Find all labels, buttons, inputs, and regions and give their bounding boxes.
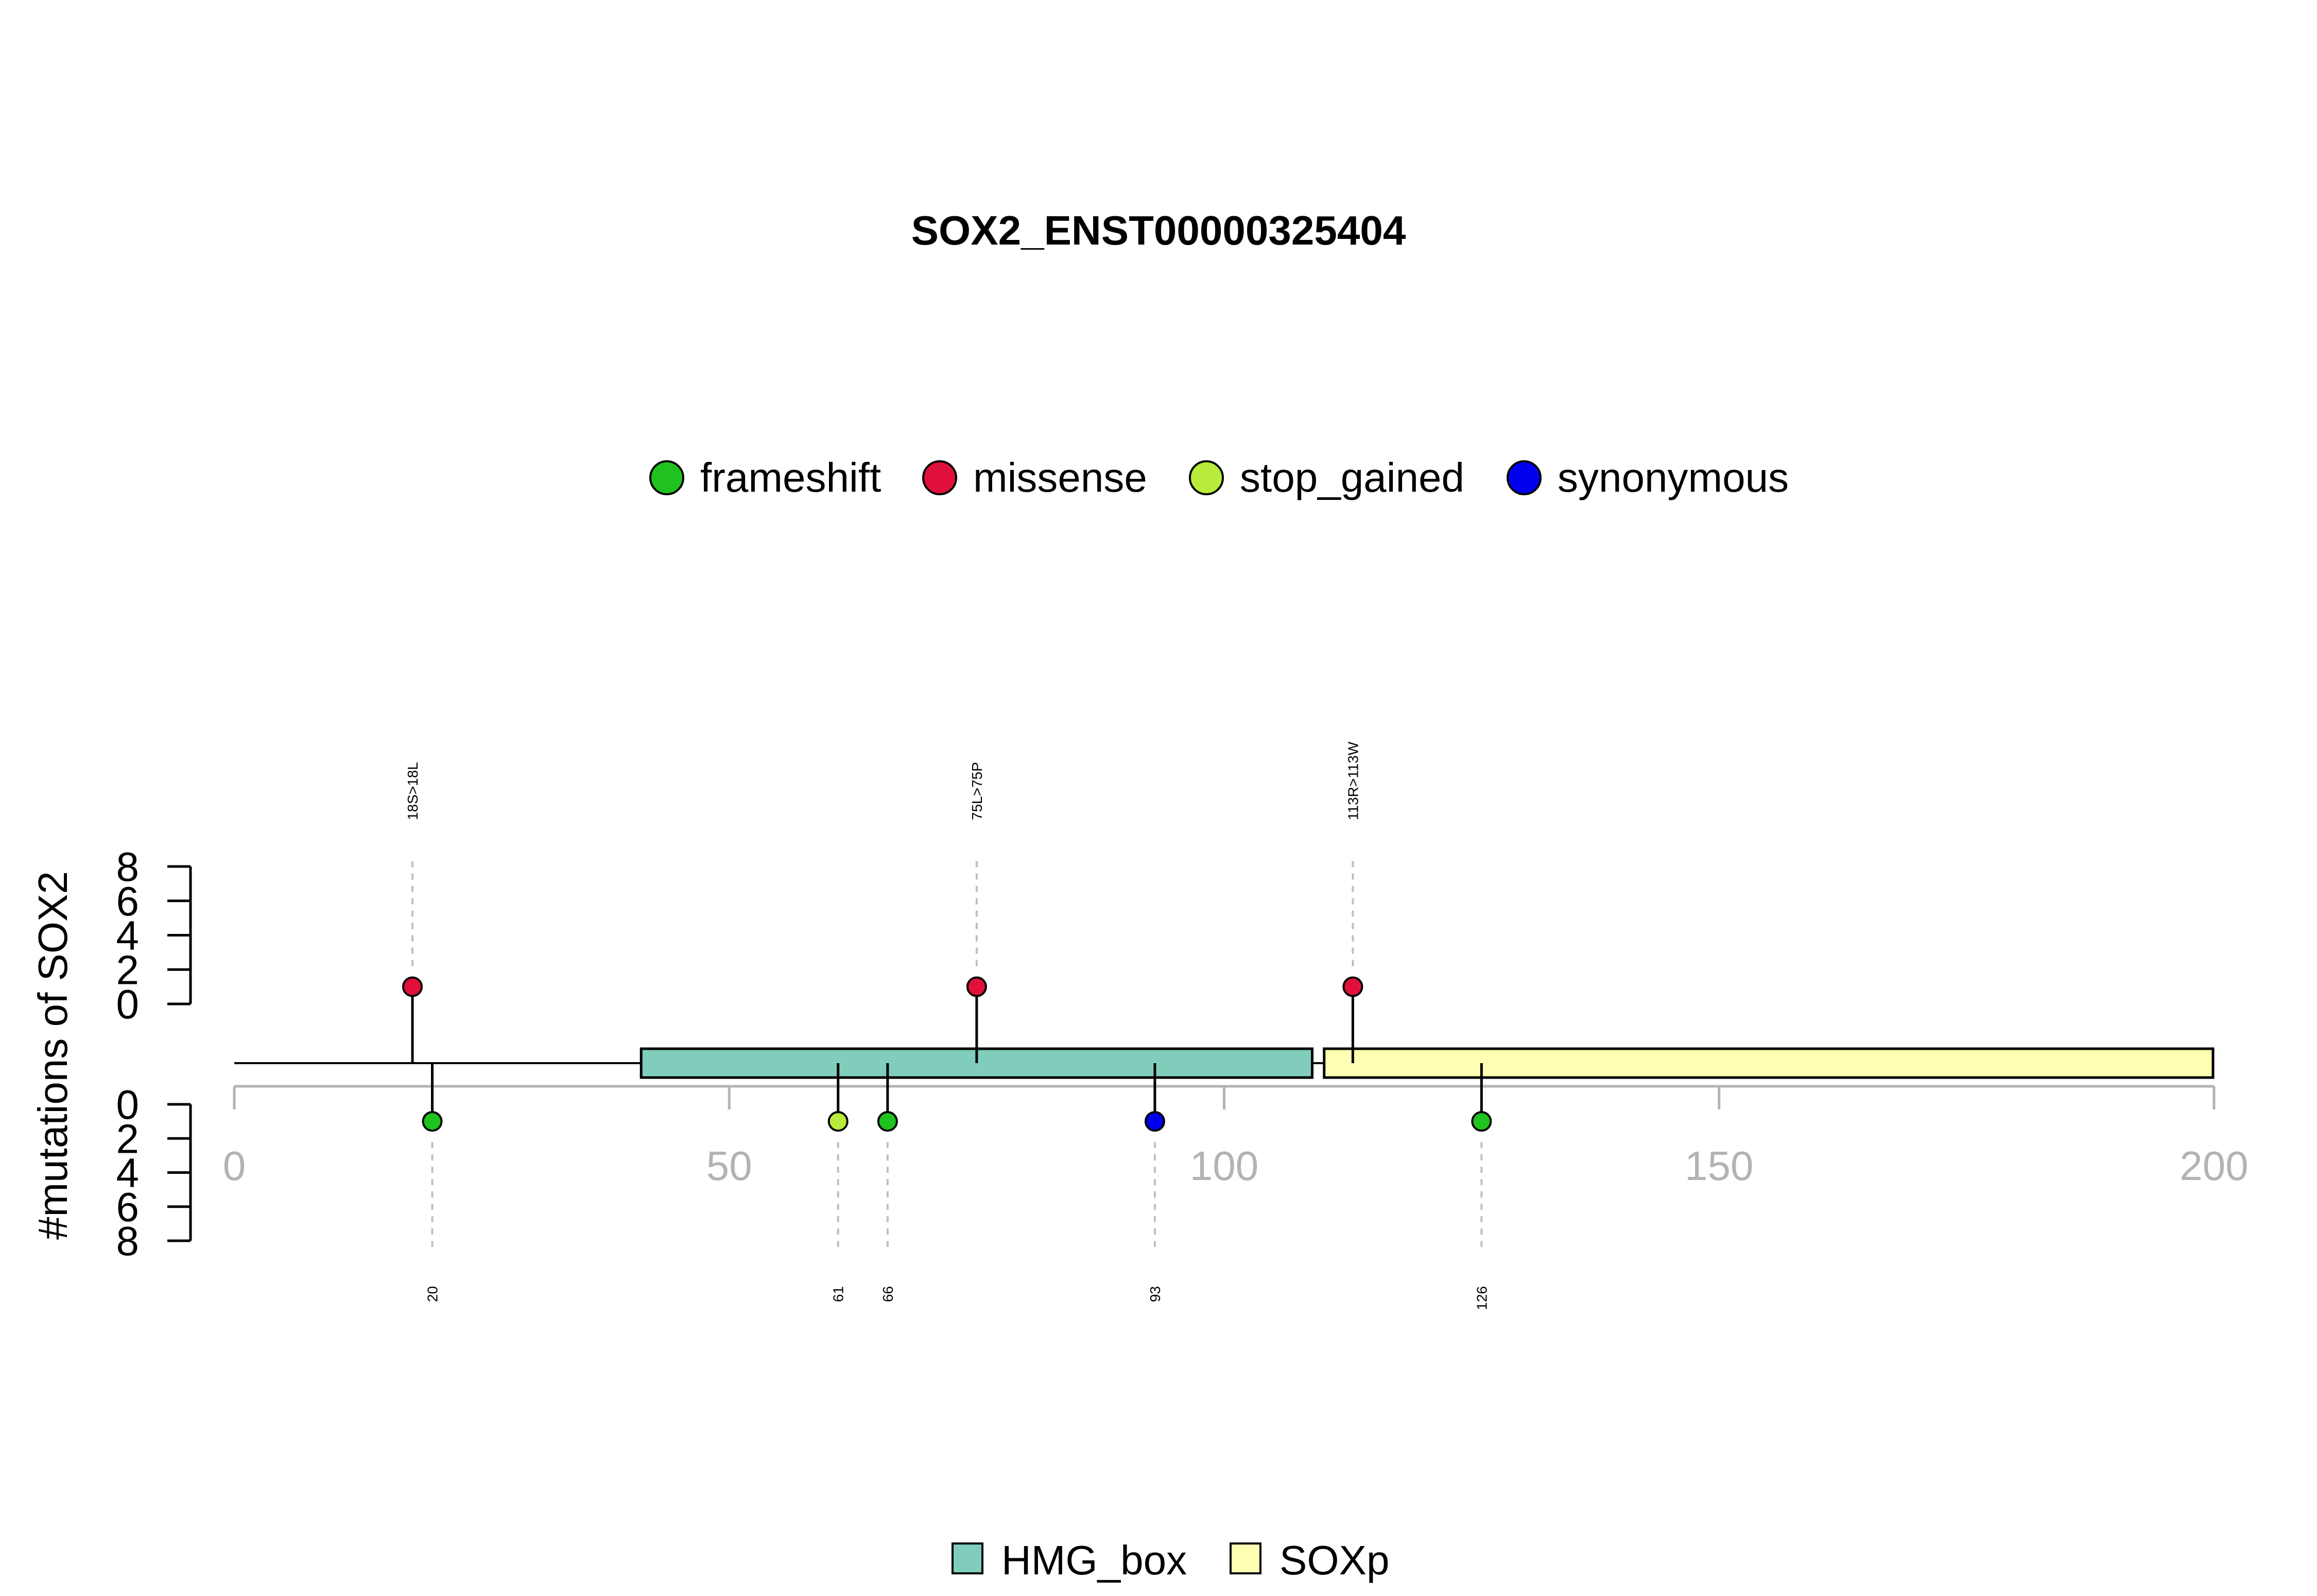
mutation-label: 93 — [1147, 1286, 1163, 1302]
y-upper-tick-label: 2 — [116, 947, 140, 993]
lollipop-head-stop-gained — [827, 1111, 849, 1132]
y-lower-tick-label: 2 — [116, 1116, 140, 1161]
y-upper-tick-label: 8 — [116, 844, 140, 890]
mutation-label: 126 — [1474, 1286, 1490, 1310]
mutation-label: 113R>113W — [1345, 741, 1361, 820]
lollipop-head-missense — [1342, 976, 1363, 997]
lollipop-head-frameshift — [877, 1111, 898, 1132]
legend-label-missense: missense — [973, 455, 1147, 500]
lollipop-head-frameshift — [422, 1111, 443, 1132]
mutation-label: 75L>75P — [969, 762, 985, 820]
y-upper-tick-label: 6 — [116, 878, 140, 924]
legend-marker-missense — [922, 460, 957, 495]
domain-legend-swatch-hmg-box — [952, 1542, 983, 1574]
mutation-label: 66 — [880, 1286, 896, 1302]
domain-legend: HMG_box SOXp — [952, 1537, 1389, 1583]
x-tick-label: 150 — [1685, 1143, 1753, 1189]
mutation-label: 18S>18L — [405, 762, 421, 820]
mutation-lollipops: 18S>18L 75L>75P 113R>113W 20 61 66 93 126 — [402, 741, 1492, 1310]
lollipop-head-frameshift — [1471, 1111, 1492, 1132]
mutation-label: 20 — [425, 1286, 441, 1302]
y-lower-tick-label: 8 — [116, 1218, 140, 1264]
domain-legend-label-soxp: SOXp — [1279, 1537, 1389, 1583]
legend-label-stop-gained: stop_gained — [1240, 455, 1464, 500]
x-axis: 0 50 100 150 200 — [223, 1085, 2249, 1189]
y-lower-tick-label: 6 — [116, 1184, 140, 1230]
x-tick-label: 100 — [1190, 1143, 1258, 1189]
y-upper-tick-label: 0 — [116, 981, 140, 1027]
lollipop-head-synonymous — [1144, 1111, 1165, 1132]
legend-marker-synonymous — [1507, 460, 1542, 495]
protein-domains — [639, 1047, 2215, 1079]
y-upper-tick-label: 4 — [116, 913, 140, 959]
y-axis-label: #mutations of SOX2 — [30, 871, 76, 1240]
x-tick-label: 50 — [706, 1143, 752, 1189]
domain-soxp — [1323, 1047, 2215, 1079]
legend-marker-stop-gained — [1189, 460, 1224, 495]
mutation-label: 61 — [831, 1286, 846, 1302]
legend-label-frameshift: frameshift — [700, 455, 881, 500]
lollipop-head-missense — [966, 976, 987, 997]
mutation-type-legend: frameshift missense stop_gained synonymous — [649, 455, 1789, 500]
y-lower-tick-label: 0 — [116, 1082, 140, 1127]
x-tick-label: 0 — [223, 1143, 246, 1189]
x-tick-label: 200 — [2180, 1143, 2248, 1189]
legend-label-synonymous: synonymous — [1558, 455, 1789, 500]
y-lower-tick-label: 4 — [116, 1150, 140, 1196]
domain-legend-label-hmg-box: HMG_box — [1001, 1537, 1187, 1583]
domain-legend-swatch-soxp — [1230, 1542, 1261, 1574]
lollipop-head-missense — [402, 976, 423, 997]
chart-title: SOX2_ENST00000325404 — [911, 207, 1406, 253]
legend-marker-frameshift — [649, 460, 684, 495]
